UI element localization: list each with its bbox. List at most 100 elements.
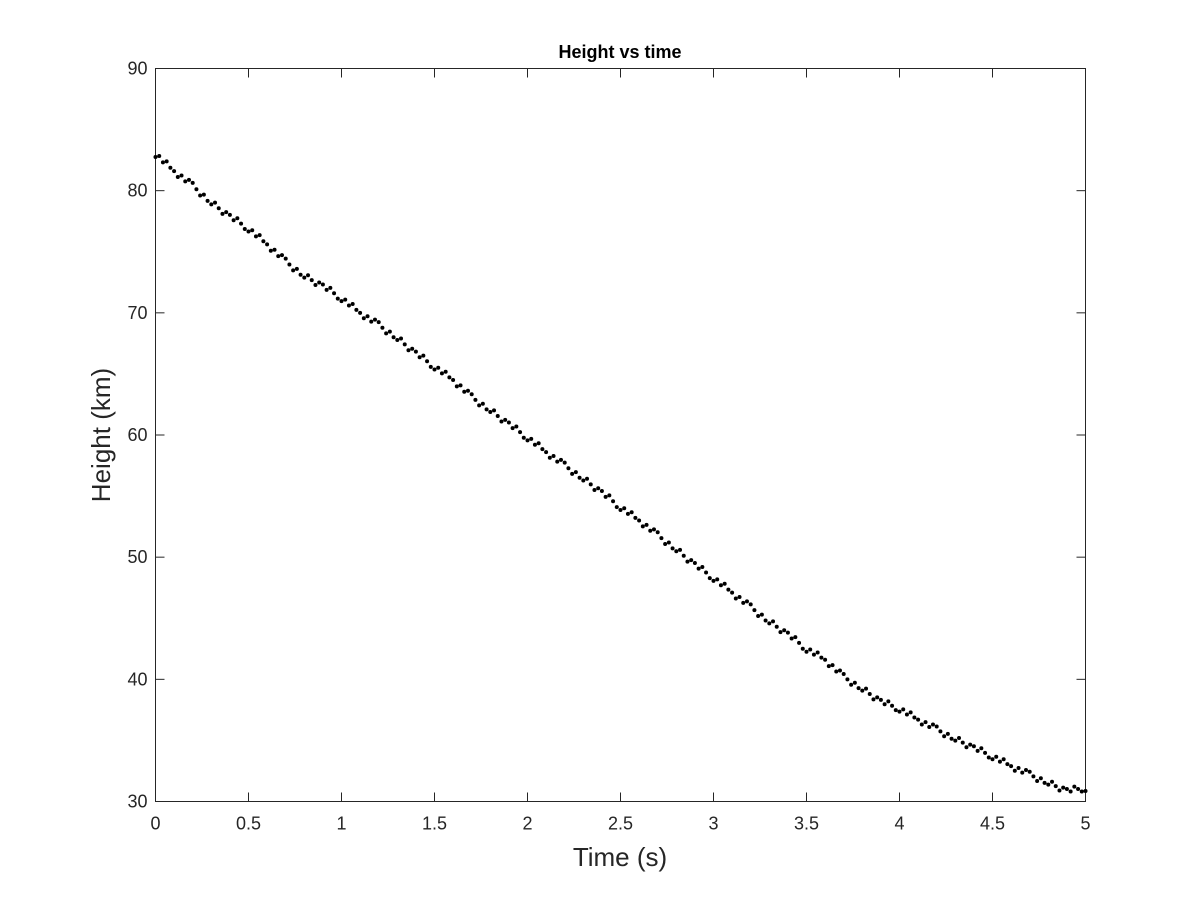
data-point — [752, 608, 757, 613]
data-point — [332, 291, 337, 296]
data-point — [484, 407, 489, 412]
data-point — [443, 369, 448, 374]
data-point — [763, 618, 768, 623]
data-point — [220, 211, 225, 216]
data-point — [465, 388, 470, 393]
data-point — [968, 742, 973, 747]
data-point — [454, 384, 459, 389]
data-point — [1083, 788, 1088, 793]
data-point — [510, 426, 515, 431]
data-point — [495, 413, 500, 418]
data-point — [715, 577, 720, 582]
data-point — [1042, 780, 1047, 785]
data-point — [213, 200, 218, 205]
data-point — [774, 624, 779, 629]
data-point — [852, 680, 857, 685]
data-point — [265, 242, 270, 247]
data-point — [726, 587, 731, 592]
data-point — [298, 272, 303, 277]
data-point — [823, 657, 828, 662]
x-tick-label: 2.5 — [608, 814, 633, 834]
y-axis-label: Height (km) — [86, 368, 116, 502]
data-point — [826, 664, 831, 669]
data-point — [198, 193, 203, 198]
data-point — [614, 505, 619, 510]
data-point — [376, 320, 381, 325]
data-point — [1053, 784, 1058, 789]
data-point — [205, 198, 210, 203]
data-point — [819, 655, 824, 660]
data-point — [175, 174, 180, 179]
data-point — [529, 436, 534, 441]
data-point — [633, 515, 638, 520]
data-point — [1035, 778, 1040, 783]
data-point — [696, 566, 701, 571]
data-point — [186, 177, 191, 182]
y-tick-label: 60 — [127, 425, 147, 445]
data-point — [599, 488, 604, 493]
data-point — [886, 699, 891, 704]
data-point — [845, 677, 850, 682]
data-point — [339, 299, 344, 304]
data-point — [986, 755, 991, 760]
data-point — [685, 559, 690, 564]
data-point — [317, 280, 322, 285]
data-point — [800, 646, 805, 651]
data-point — [588, 482, 593, 487]
data-point — [268, 248, 273, 253]
data-point — [655, 530, 660, 535]
data-point — [387, 329, 392, 334]
data-point — [860, 688, 865, 693]
data-point — [294, 266, 299, 271]
data-point — [283, 256, 288, 261]
data-point — [350, 302, 355, 307]
data-point — [945, 731, 950, 736]
data-point — [841, 671, 846, 676]
data-point — [1061, 785, 1066, 790]
x-tick-label: 2 — [522, 814, 532, 834]
data-point — [864, 686, 869, 691]
data-point — [964, 745, 969, 750]
data-point — [577, 475, 582, 480]
data-point — [469, 392, 474, 397]
data-point — [893, 708, 898, 713]
data-point — [603, 494, 608, 499]
data-point — [648, 528, 653, 533]
data-point — [908, 710, 913, 715]
data-point — [975, 748, 980, 753]
data-point — [153, 154, 158, 159]
x-tick-label: 5 — [1080, 814, 1090, 834]
x-tick-label: 1.5 — [422, 814, 447, 834]
data-point — [242, 227, 247, 232]
data-point — [518, 430, 523, 435]
data-point — [551, 454, 556, 459]
data-point — [748, 602, 753, 607]
data-point — [804, 649, 809, 654]
data-point — [402, 342, 407, 347]
y-tick-label: 90 — [127, 59, 147, 79]
data-point — [882, 702, 887, 707]
data-point — [878, 697, 883, 702]
data-point — [172, 169, 177, 174]
data-point — [785, 630, 790, 635]
data-point — [458, 383, 463, 388]
data-point — [488, 410, 493, 415]
y-tick-label: 30 — [127, 792, 147, 812]
data-point — [759, 612, 764, 617]
data-point — [417, 355, 422, 360]
data-point — [1068, 789, 1073, 794]
data-point — [302, 275, 307, 280]
data-point — [897, 709, 902, 714]
data-point — [722, 581, 727, 586]
data-point — [432, 367, 437, 372]
data-point — [596, 486, 601, 491]
data-point — [1009, 764, 1014, 769]
data-point — [354, 307, 359, 312]
data-point — [830, 663, 835, 668]
data-point — [573, 470, 578, 475]
data-point — [410, 346, 415, 351]
data-point — [157, 153, 162, 158]
data-point — [279, 253, 284, 258]
data-point — [971, 744, 976, 749]
